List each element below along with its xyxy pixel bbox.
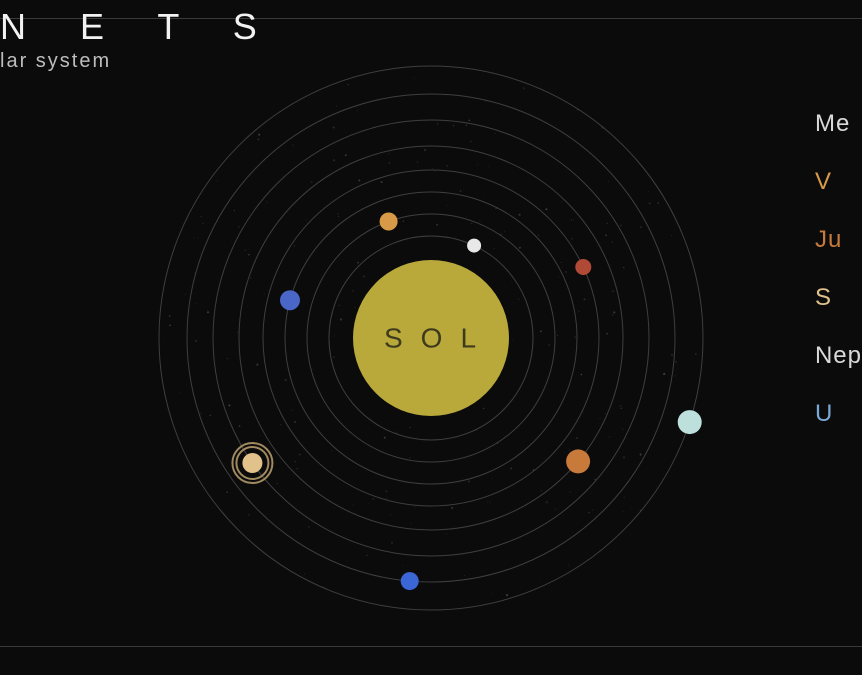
orbit-svg: SOL bbox=[151, 58, 711, 618]
planet-mercury[interactable] bbox=[467, 238, 481, 252]
sun-label: SOL bbox=[384, 322, 494, 353]
planet-earth[interactable] bbox=[280, 290, 300, 310]
bottom-divider bbox=[0, 646, 862, 647]
orbit-diagram: SOL bbox=[151, 58, 711, 618]
planet-neptune[interactable] bbox=[401, 572, 419, 590]
planet-venus[interactable] bbox=[380, 212, 398, 230]
nav-item-s[interactable]: S bbox=[815, 284, 832, 312]
planet-saturn[interactable] bbox=[242, 453, 262, 473]
solar-system-diagram: { "header": { "title": "N E T S", "subti… bbox=[0, 0, 862, 675]
nav-item-v[interactable]: V bbox=[815, 168, 832, 196]
planet-jupiter[interactable] bbox=[566, 449, 590, 473]
nav-item-nep[interactable]: Nep bbox=[815, 342, 862, 370]
nav-item-ju[interactable]: Ju bbox=[815, 226, 842, 254]
nav-item-u[interactable]: U bbox=[815, 400, 833, 428]
planet-uranus[interactable] bbox=[678, 410, 702, 434]
page-title: N E T S bbox=[0, 0, 279, 48]
nav-item-me[interactable]: Me bbox=[815, 110, 850, 138]
planet-nav: Me V Ju S Nep U bbox=[815, 110, 862, 428]
planet-mars[interactable] bbox=[575, 259, 591, 275]
